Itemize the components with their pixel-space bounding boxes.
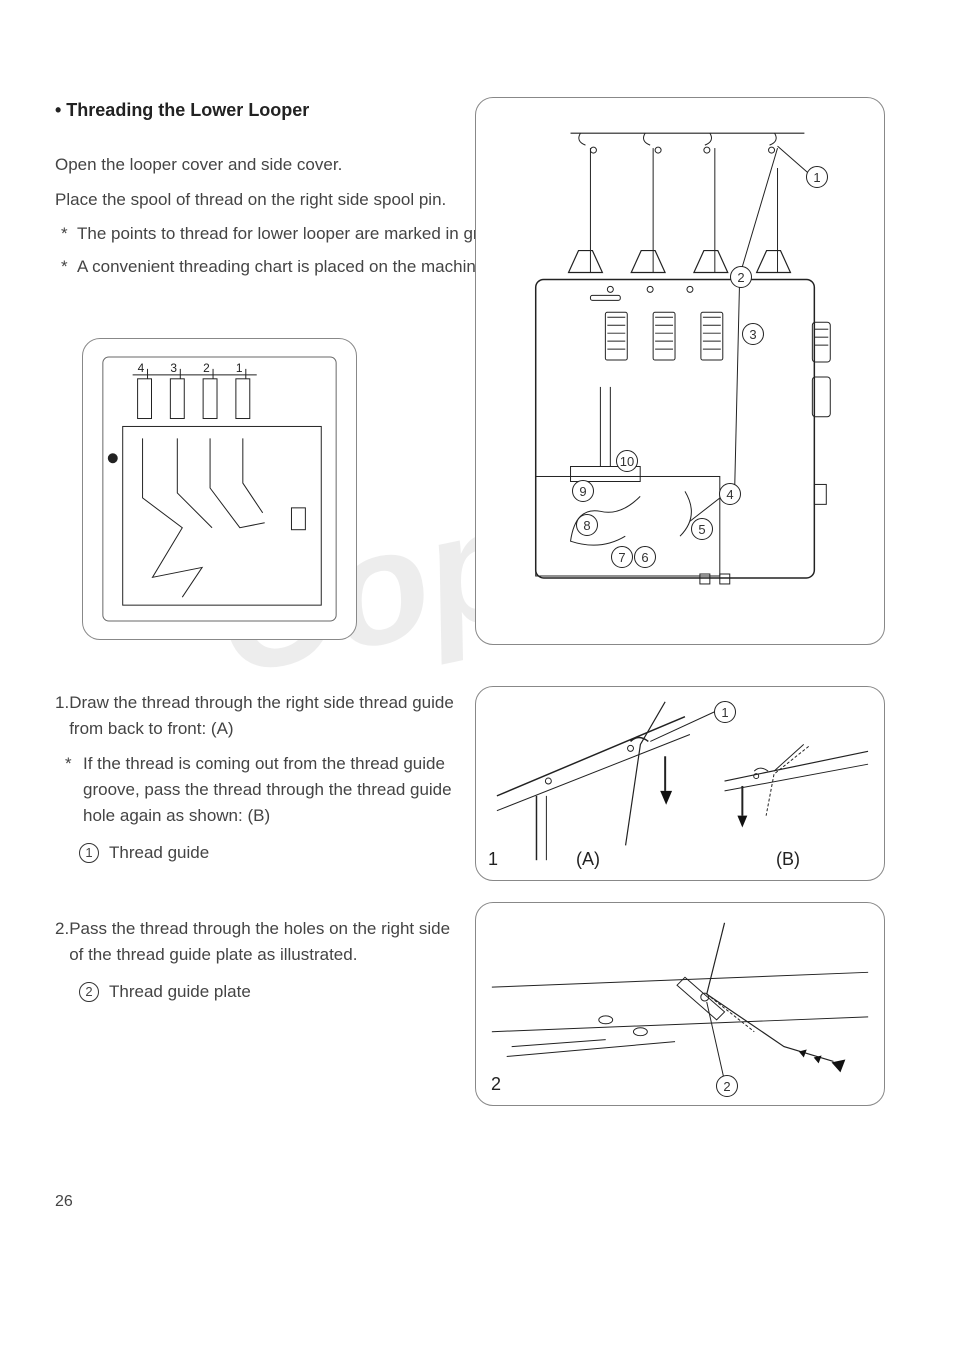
figure-guide-plate: 2 2: [475, 902, 885, 1106]
figure-chart-panel: 4 3 2 1: [82, 338, 357, 640]
fig-mid-callout-1: 1: [714, 701, 736, 723]
fig-mid-left-num: 1: [488, 849, 498, 870]
step-2-number: 2.: [55, 916, 69, 969]
callout-3: 3: [742, 323, 764, 345]
svg-text:1: 1: [236, 361, 243, 375]
svg-text:2: 2: [203, 361, 210, 375]
step-2-text: Pass the thread through the holes on the…: [69, 916, 455, 969]
figure-thread-guide: 1 (A) (B) 1: [475, 686, 885, 881]
ref-circle-1: 1: [79, 843, 99, 863]
thread-guide-svg: [476, 687, 884, 880]
chart-panel-svg: 4 3 2 1: [83, 339, 356, 639]
ref-label-1: Thread guide: [109, 840, 209, 866]
svg-text:4: 4: [138, 361, 145, 375]
step-2: 2. Pass the thread through the holes on …: [55, 916, 455, 1005]
callout-10: 10: [616, 450, 638, 472]
step-1-text: Draw the thread through the right side t…: [69, 690, 455, 743]
callout-8: 8: [576, 514, 598, 536]
fig-mid-label-b: (B): [776, 849, 800, 870]
callout-1: 1: [806, 166, 828, 188]
fig-mid-label-a: (A): [576, 849, 600, 870]
callout-5: 5: [691, 518, 713, 540]
page-number: 26: [55, 1193, 73, 1211]
step-1-note: If the thread is coming out from the thr…: [61, 751, 455, 830]
callout-7: 7: [611, 546, 633, 568]
fig-bottom-left-num: 2: [491, 1074, 501, 1095]
guide-plate-svg: [476, 903, 884, 1105]
callout-2: 2: [730, 266, 752, 288]
callout-4: 4: [719, 483, 741, 505]
fig-bottom-callout-2: 2: [716, 1075, 738, 1097]
ref-label-2: Thread guide plate: [109, 979, 251, 1005]
step-1: 1. Draw the thread through the right sid…: [55, 690, 455, 866]
svg-text:3: 3: [170, 361, 177, 375]
callout-6: 6: [634, 546, 656, 568]
callout-9: 9: [572, 480, 594, 502]
ref-circle-2: 2: [79, 982, 99, 1002]
figure-main-machine: 1 2 3 4 5 6 7 8 9 10: [475, 97, 885, 645]
step-1-number: 1.: [55, 690, 69, 743]
